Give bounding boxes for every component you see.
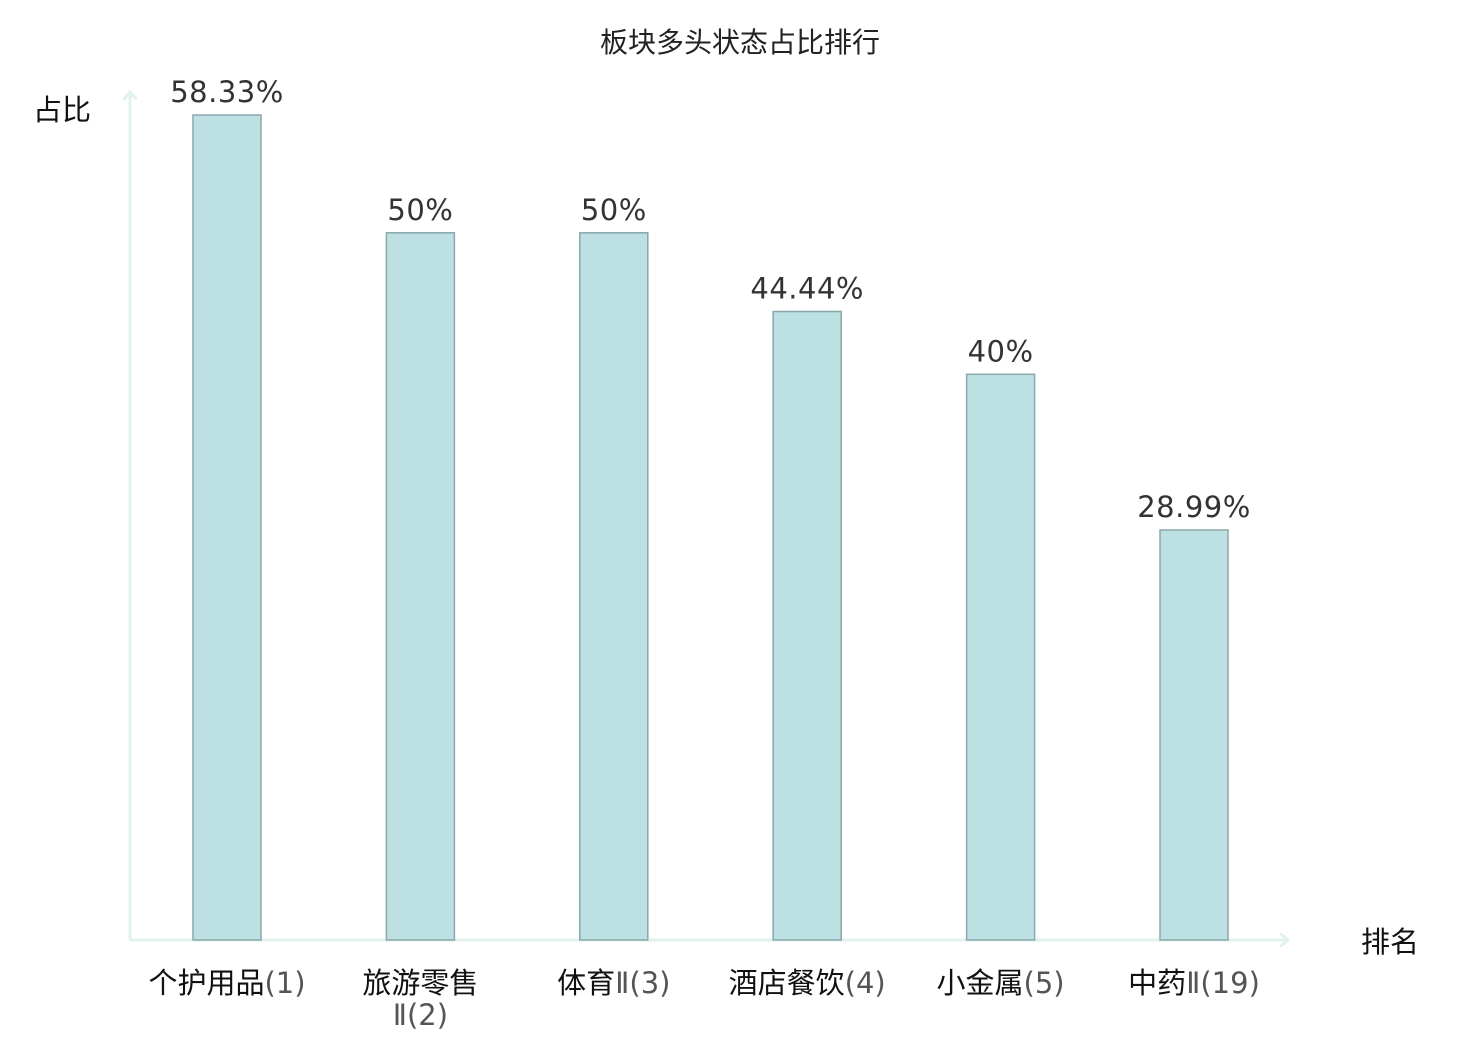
bar-4 xyxy=(772,310,842,941)
x-axis-label: 排名 xyxy=(1361,925,1419,959)
bar-5 xyxy=(965,373,1036,941)
bar-2 xyxy=(385,232,456,941)
category-label-6: 中药Ⅱ(19) xyxy=(1128,966,1260,1000)
category-label-3: 体育Ⅱ(3) xyxy=(557,966,670,1000)
category-rank-3: Ⅱ(3) xyxy=(615,966,670,1000)
category-name-3: 体育 xyxy=(557,966,615,1000)
category-name-4: 酒店餐饮 xyxy=(729,966,845,1000)
bar-1 xyxy=(192,114,262,941)
value-label-2: 50% xyxy=(387,193,453,227)
category-label-2-line-2: Ⅱ(2) xyxy=(393,998,448,1032)
category-label-4: 酒店餐饮(4) xyxy=(729,966,886,1000)
category-name-6: 中药 xyxy=(1128,966,1186,1000)
bar-6 xyxy=(1159,529,1229,941)
category-rank-5: (5) xyxy=(1024,966,1065,1000)
value-label-3: 50% xyxy=(581,193,647,227)
category-rank-1: (1) xyxy=(264,966,305,1000)
value-label-4: 44.44% xyxy=(750,272,864,306)
y-axis-label: 占比 xyxy=(33,93,91,127)
category-rank-2: Ⅱ(2) xyxy=(393,998,448,1032)
category-label-5: 小金属(5) xyxy=(937,966,1065,1000)
category-name-5: 小金属 xyxy=(937,966,1024,1000)
value-labels-group: 58.33% 50% 50% 44.44% 40% 28.99% xyxy=(170,75,1251,524)
bars-group xyxy=(192,114,1229,941)
category-rank-6: Ⅱ(19) xyxy=(1186,966,1260,1000)
category-name-1: 个护用品 xyxy=(148,966,264,1000)
chart-title: 板块多头状态占比排行 xyxy=(600,26,880,59)
category-label-1: 个护用品(1) xyxy=(148,966,305,1000)
category-rank-4: (4) xyxy=(845,966,886,1000)
value-label-1: 58.33% xyxy=(170,75,284,109)
bar-3 xyxy=(579,232,649,941)
value-label-5: 40% xyxy=(968,334,1034,368)
value-label-6: 28.99% xyxy=(1137,490,1251,524)
category-label-2-line-1: 旅游零售 xyxy=(362,966,478,1000)
category-name-2: 旅游零售 xyxy=(362,966,478,1000)
